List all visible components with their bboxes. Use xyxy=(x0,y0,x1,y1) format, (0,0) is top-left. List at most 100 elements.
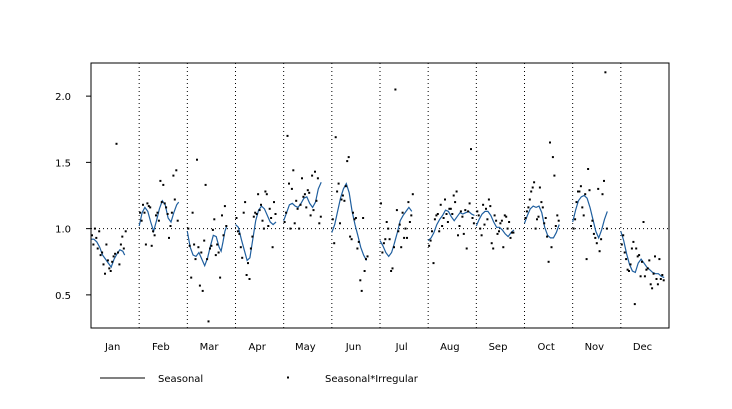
si-point xyxy=(382,242,385,245)
si-point xyxy=(655,278,658,280)
si-point xyxy=(472,222,475,225)
si-point xyxy=(649,283,652,286)
si-point xyxy=(159,179,162,182)
month-label: Jul xyxy=(395,342,408,353)
si-point xyxy=(247,262,249,265)
si-point xyxy=(206,258,209,261)
si-point xyxy=(198,284,201,287)
si-point xyxy=(360,289,363,292)
si-point xyxy=(461,215,464,218)
si-point xyxy=(92,243,95,246)
seasonal-line-segment xyxy=(523,205,560,239)
seasonal-line-segment xyxy=(186,225,228,268)
si-point xyxy=(536,218,538,221)
si-point xyxy=(346,160,349,163)
si-point xyxy=(169,225,172,227)
si-point xyxy=(252,215,255,218)
si-point xyxy=(241,256,244,259)
si-point xyxy=(470,148,472,151)
si-point xyxy=(582,214,585,217)
si-point xyxy=(659,278,662,280)
si-point xyxy=(147,205,150,208)
si-point xyxy=(652,272,655,275)
si-point xyxy=(333,242,336,245)
si-point xyxy=(91,234,93,237)
si-point xyxy=(283,221,286,223)
si-point xyxy=(152,230,155,233)
si-point xyxy=(410,214,413,217)
si-point xyxy=(293,222,296,225)
si-point xyxy=(271,246,274,249)
si-point xyxy=(309,214,312,217)
si-point xyxy=(140,219,143,222)
si-point xyxy=(288,182,290,185)
si-point xyxy=(603,179,605,182)
si-point xyxy=(222,234,225,237)
si-point xyxy=(108,267,111,270)
si-point xyxy=(432,262,435,265)
month-label: Mar xyxy=(200,342,220,353)
si-point xyxy=(106,259,109,262)
month-label: May xyxy=(295,342,316,353)
si-point xyxy=(339,222,341,225)
si-point xyxy=(149,206,152,209)
si-point xyxy=(642,221,645,223)
si-point xyxy=(408,221,411,223)
si-point xyxy=(336,190,339,193)
si-point xyxy=(211,228,214,231)
si-point xyxy=(503,214,506,217)
si-point xyxy=(388,238,391,241)
si-point xyxy=(452,194,455,197)
si-point xyxy=(93,227,96,230)
seasonal-irregular-points xyxy=(91,71,665,323)
si-point xyxy=(506,227,509,230)
si-point xyxy=(265,193,268,196)
si-point xyxy=(340,198,343,201)
si-point xyxy=(365,258,367,261)
si-point xyxy=(538,186,541,189)
seasonal-line-segment xyxy=(331,182,368,261)
si-point xyxy=(193,243,196,246)
si-point xyxy=(482,203,485,206)
si-point xyxy=(191,211,194,214)
si-point xyxy=(99,254,102,257)
si-point xyxy=(444,198,446,201)
month-label: Nov xyxy=(585,342,605,353)
si-point xyxy=(114,252,117,255)
si-point xyxy=(96,247,99,250)
si-point xyxy=(238,232,241,235)
month-label: Dec xyxy=(633,342,652,353)
si-point xyxy=(556,214,559,217)
si-point xyxy=(512,231,515,234)
si-point xyxy=(153,234,156,237)
si-point xyxy=(270,217,273,219)
si-point xyxy=(499,222,502,225)
si-point xyxy=(537,215,540,218)
si-point xyxy=(173,198,176,201)
si-point xyxy=(236,230,239,233)
si-point xyxy=(245,274,248,276)
si-point xyxy=(264,190,267,193)
si-point xyxy=(557,219,560,222)
si-point xyxy=(487,198,490,201)
si-point xyxy=(344,185,347,188)
si-point xyxy=(102,263,105,266)
si-point xyxy=(645,268,648,271)
si-point xyxy=(597,187,600,190)
si-point xyxy=(337,182,340,185)
si-point xyxy=(274,213,277,215)
si-point xyxy=(357,240,360,243)
si-point xyxy=(554,225,557,227)
si-point xyxy=(286,134,289,137)
si-point xyxy=(636,255,639,258)
si-point xyxy=(476,210,479,213)
si-point xyxy=(625,258,628,261)
si-point xyxy=(534,227,537,230)
si-point xyxy=(255,213,258,215)
si-point xyxy=(387,227,390,230)
si-point xyxy=(260,203,262,206)
si-point xyxy=(302,195,305,198)
si-point xyxy=(390,270,393,272)
si-point xyxy=(477,214,480,217)
